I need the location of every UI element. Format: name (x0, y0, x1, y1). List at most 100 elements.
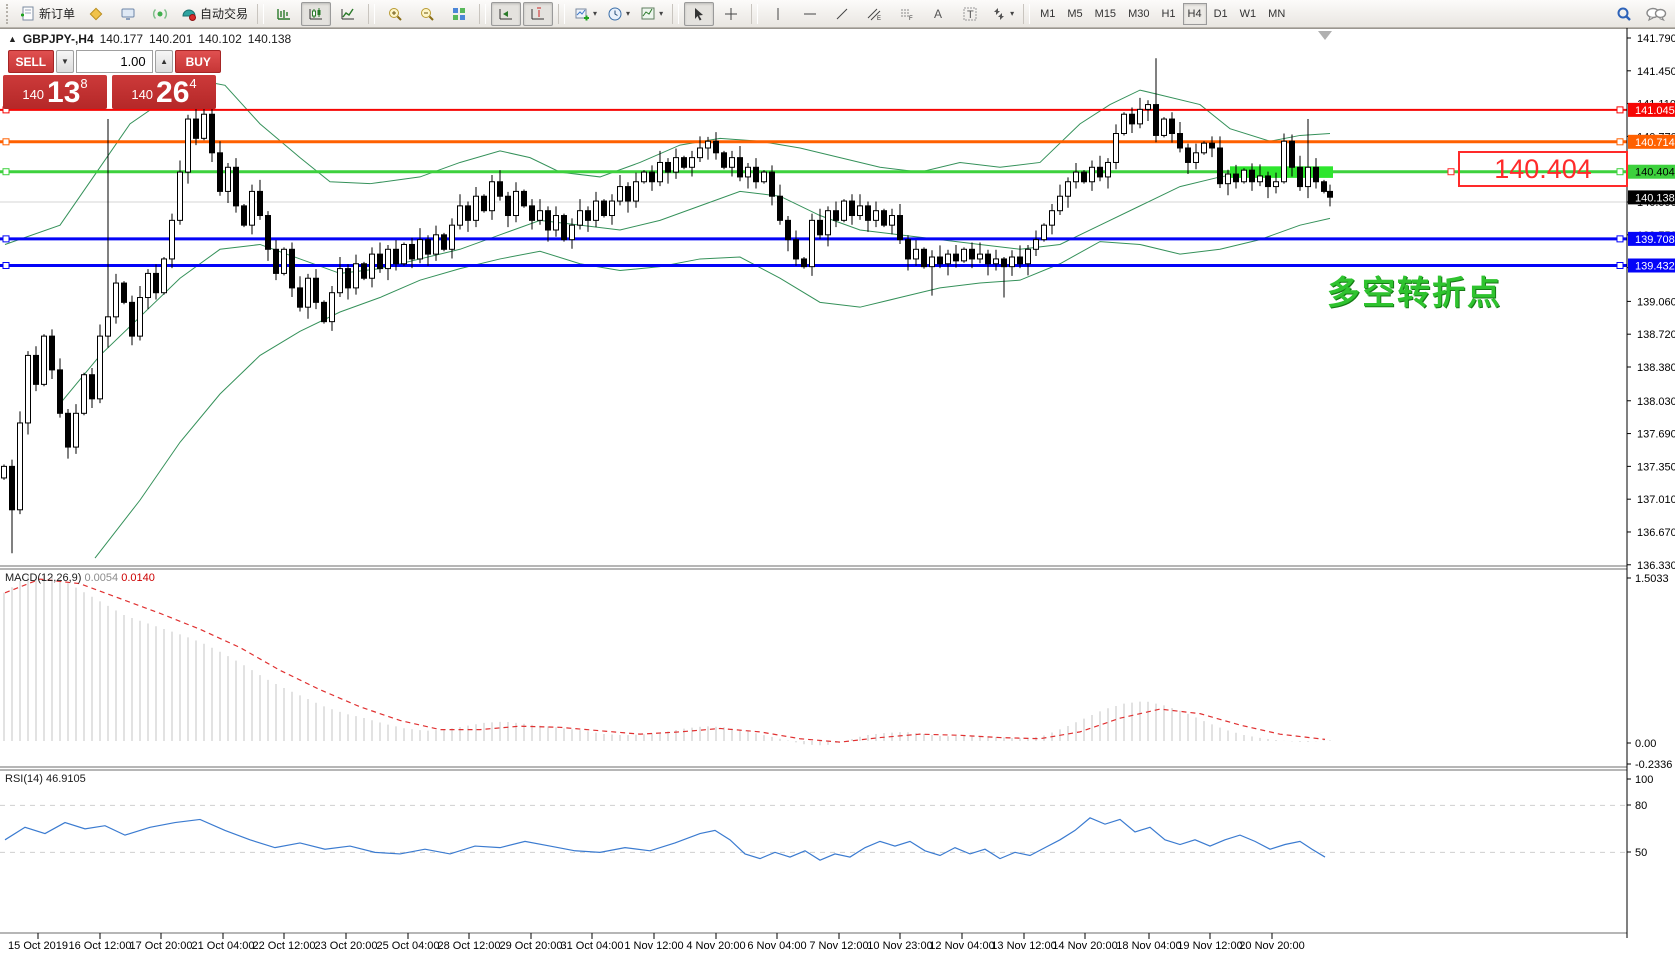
candle-bull (177, 171, 183, 221)
profiles-button[interactable] (81, 2, 111, 26)
candle-bull (633, 181, 639, 202)
arrows-caret: ▾ (1010, 9, 1015, 18)
timeframe-h4[interactable]: H4 (1182, 2, 1207, 25)
candle-bear (969, 248, 975, 260)
scroll-to-end-icon[interactable] (1318, 31, 1332, 40)
price-tag-text: 140.404 (1635, 167, 1675, 179)
sell-price-pips: 13 (47, 76, 81, 109)
autotrading-button[interactable]: 自动交易 (177, 2, 252, 26)
timeframe-m5[interactable]: M5 (1067, 7, 1083, 20)
level-anchor[interactable] (2, 168, 10, 176)
level-anchor[interactable] (1616, 106, 1624, 114)
candle-bear (505, 195, 511, 217)
indicators-button[interactable]: ▾ (570, 2, 601, 26)
candle-bull (1041, 224, 1047, 241)
candle-bull (105, 316, 111, 337)
candle-bear (1209, 142, 1215, 149)
annotation-anchor[interactable] (1447, 168, 1455, 176)
buy-button[interactable]: BUY (175, 50, 222, 73)
arrows-tool[interactable]: ▾ (987, 2, 1018, 26)
candle-bear (713, 140, 719, 154)
level-anchor[interactable] (2, 235, 10, 243)
timeframe-m30[interactable]: M30 (1128, 7, 1150, 20)
symbol-info-bar: ▲ GBPJPY-,H4 140.177 140.201 140.102 140… (8, 32, 291, 46)
market-watch-button[interactable] (113, 2, 143, 26)
candle-bull (913, 248, 919, 260)
zoom-out-button[interactable] (412, 2, 442, 26)
level-anchor[interactable] (1616, 168, 1624, 176)
candlestick-chart-button[interactable] (301, 1, 332, 26)
candlestick-chart-icon (309, 7, 323, 19)
trendline-tool[interactable] (827, 2, 857, 26)
cursor-tool-button[interactable] (684, 1, 715, 26)
macd-main-value: 0.0054 (84, 572, 119, 584)
periods-button[interactable]: ▾ (603, 2, 634, 26)
bar-chart-button[interactable] (269, 2, 299, 26)
timeframe-d1[interactable]: D1 (1213, 7, 1228, 20)
candle-bull (841, 200, 847, 221)
price-tag (1628, 134, 1675, 149)
sell-price-button[interactable]: 140 13 8 (3, 75, 107, 109)
candle-bear (1289, 140, 1295, 168)
level-anchor[interactable] (2, 138, 10, 146)
toolbar-separator (479, 3, 487, 24)
candle-bear (665, 161, 671, 173)
timeframe-mn[interactable]: MN (1268, 7, 1286, 20)
fibonacci-tool[interactable]: F (891, 2, 921, 26)
tile-windows-button[interactable] (444, 2, 474, 26)
zoom-in-button[interactable] (380, 2, 410, 26)
terminal-icon (121, 8, 135, 20)
collapse-arrow-icon[interactable]: ▲ (8, 34, 17, 44)
signals-button[interactable] (145, 2, 175, 26)
candle-bear (921, 248, 927, 268)
timeframe-m1[interactable]: M1 (1040, 7, 1056, 20)
horizontal-line-tool[interactable] (795, 2, 825, 26)
line-chart-button[interactable] (333, 2, 363, 26)
indicators-icon (575, 8, 590, 20)
chat-icon (1646, 7, 1667, 21)
equidistant-channel-tool[interactable]: E (859, 2, 889, 26)
volume-up-button[interactable]: ▲ (154, 50, 174, 73)
price-tick-label: 141.790 (1637, 33, 1675, 45)
time-tick-label: 19 Nov 12:00 (1177, 940, 1242, 952)
text-icon: A (934, 7, 942, 21)
volume-input[interactable]: 1.00 (76, 50, 153, 73)
auto-scroll-button[interactable] (491, 1, 522, 26)
candle-bear (785, 219, 791, 241)
new-order-button[interactable]: 新订单 (16, 2, 79, 26)
candle-bear (153, 272, 159, 294)
sell-button[interactable]: SELL (8, 50, 54, 73)
price-tick-label: 137.350 (1637, 461, 1675, 473)
text-tool[interactable]: A (923, 2, 953, 26)
crosshair-tool-button[interactable] (716, 2, 746, 26)
level-anchor[interactable] (1616, 261, 1624, 269)
candle-bull (353, 263, 359, 289)
chat-button[interactable] (1641, 2, 1671, 26)
timeframe-w1[interactable]: W1 (1239, 7, 1257, 20)
time-tick-label: 16 Oct 12:00 (69, 940, 132, 952)
volume-down-button[interactable]: ▼ (55, 50, 75, 73)
candle-bull (185, 118, 191, 173)
buy-price-button[interactable]: 140 26 4 (112, 75, 216, 109)
macd-indicator-label: MACD(12,26,9) 0.0054 0.0140 (5, 572, 155, 584)
time-tick-label: 10 Nov 23:00 (867, 940, 932, 952)
level-anchor[interactable] (2, 261, 10, 269)
chart-shift-button[interactable] (523, 1, 554, 26)
text-label-tool[interactable]: T (955, 2, 985, 26)
price-annotation-box[interactable]: 140.404 (1458, 151, 1628, 187)
candle-bear (121, 282, 127, 303)
price-tick-label: 141.450 (1637, 66, 1675, 78)
vertical-line-tool[interactable] (763, 2, 793, 26)
level-anchor[interactable] (1616, 235, 1624, 243)
search-button[interactable] (1609, 2, 1639, 26)
toolbar-grip[interactable] (6, 3, 12, 24)
templates-button[interactable]: ▾ (636, 2, 667, 26)
turning-point-annotation[interactable]: 多空转折点 (1327, 274, 1502, 311)
timeframe-h1[interactable]: H1 (1161, 7, 1176, 20)
timeframe-m15[interactable]: M15 (1094, 7, 1117, 20)
level-anchor[interactable] (1616, 138, 1624, 146)
candle-bear (1265, 175, 1271, 188)
price-tag (1628, 231, 1675, 246)
time-tick-label: 29 Oct 20:00 (500, 940, 563, 952)
